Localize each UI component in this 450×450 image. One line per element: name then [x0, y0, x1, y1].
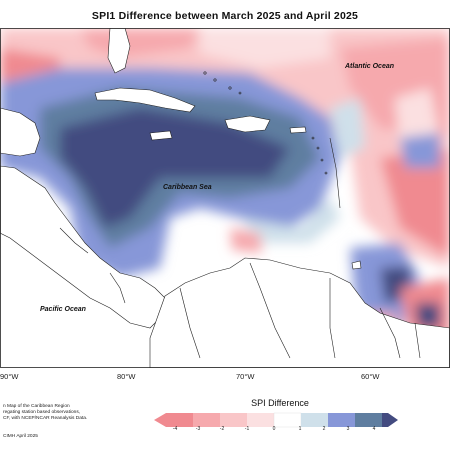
legend-tick: -1 [244, 426, 250, 432]
legend-title: SPI Difference [251, 398, 309, 408]
legend-arrow-left [154, 413, 166, 427]
legend-tick: 0 [272, 426, 276, 432]
spi-field [0, 28, 450, 353]
legend-swatch-neg4 [166, 413, 193, 427]
legend-arrow-right [388, 413, 398, 427]
lon-tick-60w: 60°W [361, 372, 380, 381]
lon-tick-90w: 90°W [0, 372, 19, 381]
footer-line2: regating station based observations, [3, 410, 81, 415]
boundaries [59, 71, 421, 359]
atlantic-ocean-label: Atlantic Ocean [345, 63, 395, 70]
pacific-ocean-label: Pacific Ocean [40, 306, 86, 313]
legend-tick: 1 [298, 426, 302, 432]
legend-tick: -3 [195, 426, 201, 432]
legend-swatch-pos3 [355, 413, 382, 427]
lon-tick-70w: 70°W [236, 372, 255, 381]
legend-tick: 2 [322, 426, 326, 432]
legend-tick: 3 [346, 426, 350, 432]
legend-swatch-pos4 [382, 413, 388, 427]
legend-tick: -2 [219, 426, 225, 432]
lon-tick-80w: 80°W [117, 372, 136, 381]
legend-tick: -4 [172, 426, 178, 432]
legend-swatch-neg3 [193, 413, 220, 427]
footer-line1: n Map of the Caribbean Region [3, 404, 70, 409]
legend-swatch-pos2 [328, 413, 355, 427]
color-legend [154, 412, 398, 428]
legend-swatch-pos1 [301, 413, 328, 427]
legend-swatch-neg2 [220, 413, 247, 427]
legend-tick: 4 [372, 426, 376, 432]
legend-swatch-zero [273, 412, 302, 428]
legend-swatch-neg1 [247, 413, 274, 427]
spi-map [0, 28, 450, 368]
footer-credit: CIMH April 2025 [3, 434, 38, 439]
map-title: SPI1 Difference between March 2025 and A… [91, 10, 359, 22]
footer-line3: CF, with NCEP/NCAR Reanalysis Data. [3, 416, 88, 421]
caribbean-sea-label: Caribbean Sea [163, 184, 212, 191]
land [0, 28, 450, 368]
